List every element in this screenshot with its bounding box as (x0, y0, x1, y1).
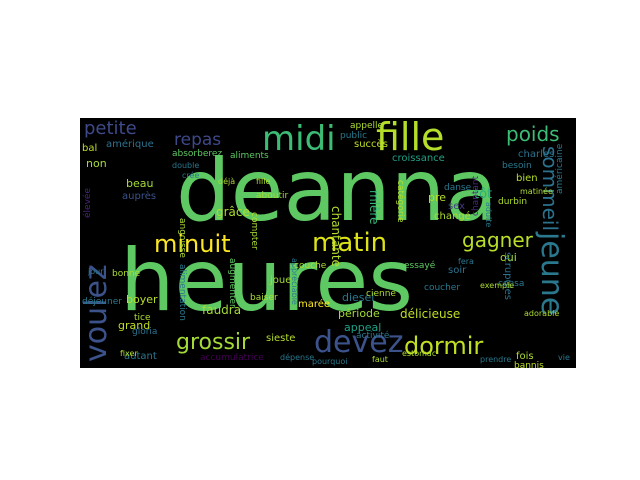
cloud-word: compter (249, 212, 259, 250)
cloud-word: appelle (350, 121, 384, 131)
cloud-word: essayé (404, 261, 436, 271)
cloud-word: sieste (266, 333, 296, 344)
cloud-word: succès (354, 139, 388, 150)
cloud-word: chantant (471, 175, 481, 216)
cloud-word: deanna (176, 141, 498, 241)
cloud-word: déjeuner (82, 297, 122, 307)
cloud-word: sex (448, 201, 466, 212)
cloud-word: vie (558, 353, 570, 362)
cloud-word: voulez (80, 264, 114, 362)
cloud-word: absorberez (172, 149, 223, 159)
cloud-word: consa (498, 279, 525, 289)
cloud-word: accumulatrice (200, 353, 264, 363)
cloud-word: faut (372, 355, 388, 364)
word-cloud-canvas: deanna heures fille midi matin minuit je… (80, 118, 576, 368)
cloud-word: pre (428, 191, 447, 204)
cloud-word: angoisse (177, 218, 187, 258)
cloud-word: grâce (216, 205, 250, 219)
cloud-word: changé (434, 211, 471, 222)
cloud-word: période (338, 307, 380, 320)
cloud-word: oui (500, 251, 517, 264)
cloud-word: aboutir (256, 191, 289, 201)
cloud-word: bonne (112, 269, 141, 279)
cloud-word: fille (376, 118, 445, 159)
cloud-word: charles (518, 149, 555, 160)
cloud-word: crée (182, 171, 200, 180)
cloud-word: minuit (154, 230, 231, 258)
cloud-word: repas (174, 130, 222, 150)
cloud-word: petite (84, 118, 137, 139)
cloud-word: bannis (514, 361, 544, 369)
cloud-word: coucher (424, 283, 461, 293)
cloud-word: jeune (534, 232, 569, 316)
cloud-word: devez (314, 325, 404, 360)
cloud-word: bal (82, 143, 98, 154)
cloud-word: délicieuse (400, 307, 461, 321)
cloud-word: fera (458, 257, 474, 266)
cloud-word: amérique (106, 139, 154, 150)
cloud-word: non (86, 157, 107, 170)
cloud-word: américaine (555, 143, 565, 194)
cloud-word: adorable (524, 309, 560, 318)
cloud-word: exemple (480, 281, 515, 290)
cloud-word: gloria (132, 327, 158, 337)
cloud-word: élevée (83, 188, 93, 218)
cloud-word: marée (298, 299, 331, 310)
cloud-word: boyer (126, 293, 158, 306)
cloud-word: poids (506, 122, 560, 146)
cloud-word: beau (126, 177, 154, 190)
cloud-word: jour (88, 267, 104, 276)
cloud-word: bien (516, 173, 538, 184)
cloud-word: public (340, 131, 368, 141)
cloud-word: déjà (218, 177, 236, 186)
cloud-word: auprès (122, 191, 157, 202)
cloud-word: dormir (404, 332, 484, 360)
cloud-word: grossir (176, 330, 251, 355)
cloud-word: prendre (480, 355, 512, 364)
cloud-word: double (172, 161, 200, 170)
cloud-word: alimentation (177, 264, 187, 321)
cloud-word: fois (516, 351, 534, 362)
cloud-word: fille (256, 177, 271, 186)
cloud-word: chantante (329, 206, 343, 267)
cloud-word: soir (448, 265, 467, 276)
cloud-word: tôt (474, 187, 493, 202)
cloud-word: couche (294, 261, 327, 271)
cloud-word: durbin (498, 197, 528, 207)
cloud-word: danse (444, 183, 472, 193)
cloud-word: gagner (462, 228, 533, 252)
cloud-word: scrupules (502, 252, 513, 300)
cloud-word: matin (312, 228, 388, 258)
cloud-word: tice (134, 313, 151, 323)
cloud-word: appeal (344, 321, 382, 334)
cloud-word: besoin (502, 161, 532, 171)
cloud-word: mière (367, 190, 381, 225)
cloud-word: autant (124, 351, 157, 362)
cloud-word: matinée (520, 187, 553, 196)
cloud-word: grand (118, 319, 151, 332)
cloud-word: midi (262, 119, 336, 159)
cloud-word: pourquoi (312, 357, 348, 366)
cloud-word: aliments (230, 151, 269, 161)
cloud-word: estomac (402, 349, 437, 358)
cloud-word: heures (120, 231, 414, 331)
cloud-word: baiser (250, 293, 278, 303)
cloud-word: joue (270, 275, 292, 286)
cloud-word: fixer (120, 349, 138, 358)
cloud-word: activité (356, 331, 390, 341)
cloud-word: cienne (366, 289, 396, 299)
cloud-word: croissance (392, 153, 445, 164)
cloud-word: adulte (484, 202, 493, 228)
cloud-word: augmenter (227, 258, 237, 308)
cloud-word: catégorie (395, 180, 405, 223)
cloud-word: dépense (280, 353, 315, 362)
cloud-word: diesel (342, 291, 375, 304)
cloud-word: faudra (202, 303, 242, 317)
